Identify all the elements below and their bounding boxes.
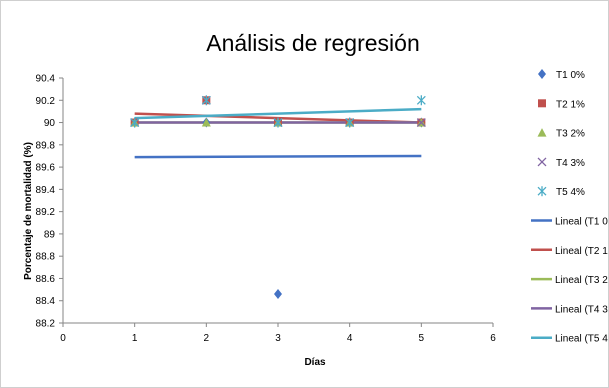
data-points	[130, 95, 426, 300]
x-tick-label: 0	[60, 333, 66, 344]
x-tick-label: 3	[275, 333, 281, 344]
data-point	[416, 118, 426, 128]
data-point	[416, 95, 426, 106]
y-tick-label: 90.4	[36, 74, 56, 85]
legend-label: T5 4%	[556, 187, 585, 198]
y-tick-label: 89	[44, 229, 56, 240]
trendlines	[134, 107, 422, 159]
trendline	[134, 107, 422, 120]
data-point	[273, 117, 283, 128]
legend-label: Lineal (T4 3%	[555, 304, 608, 315]
x-tick-label: 4	[347, 333, 353, 344]
x-tick-label: 6	[490, 333, 496, 344]
y-axis-label: Porcentaje de mortalidad (%)	[23, 142, 34, 280]
data-point	[201, 118, 211, 127]
y-tick-label: 89.4	[36, 185, 56, 196]
data-point	[201, 95, 211, 106]
legend-label: Lineal (T1 0%	[555, 217, 608, 228]
y-tick-label: 88.4	[36, 296, 56, 307]
legend-label: Lineal (T3 2%	[555, 275, 608, 286]
data-point	[274, 289, 282, 300]
legend-label: T2 1%	[556, 99, 585, 110]
x-tick-label: 5	[419, 333, 425, 344]
y-tick-label: 89.2	[36, 207, 56, 218]
legend: T1 0% T2 1% T3 2% T4 3% T5 4% Lineal (T1 0% Li…	[531, 69, 608, 345]
axes: 0 1 2 3 4 5 6 88.2 88.4 88.6 88.8 89 89.2 89.4 89.6 89.…	[36, 74, 497, 345]
marker-stroke	[537, 157, 547, 167]
trendline	[134, 154, 422, 159]
data-point	[345, 117, 355, 128]
legend-marker	[538, 69, 546, 79]
legend-label: Lineal (T2 1%	[555, 246, 608, 257]
legend-marker	[537, 186, 547, 197]
legend-marker	[537, 157, 547, 167]
data-point	[130, 117, 140, 128]
x-tick-label: 2	[204, 333, 210, 344]
legend-label: Lineal (T5 4%	[555, 334, 608, 345]
legend-label: T4 3%	[556, 158, 585, 169]
y-tick-label: 88.6	[36, 274, 56, 285]
y-tick-label: 88.2	[36, 319, 56, 330]
legend-marker	[538, 99, 546, 108]
x-axis-label: Días	[304, 357, 326, 368]
y-tick-label: 88.8	[36, 252, 56, 263]
legend-marker	[537, 128, 547, 137]
y-tick-label: 90	[44, 118, 56, 129]
x-tick-label: 1	[132, 333, 138, 344]
legend-label: T1 0%	[556, 70, 585, 81]
chart-title: Análisis de regresión	[206, 30, 420, 56]
marker-stroke	[416, 118, 426, 128]
legend-label: T3 2%	[556, 129, 585, 140]
y-tick-label: 89.8	[36, 140, 56, 151]
y-tick-label: 89.6	[36, 163, 56, 174]
y-tick-label: 90.2	[36, 96, 56, 107]
